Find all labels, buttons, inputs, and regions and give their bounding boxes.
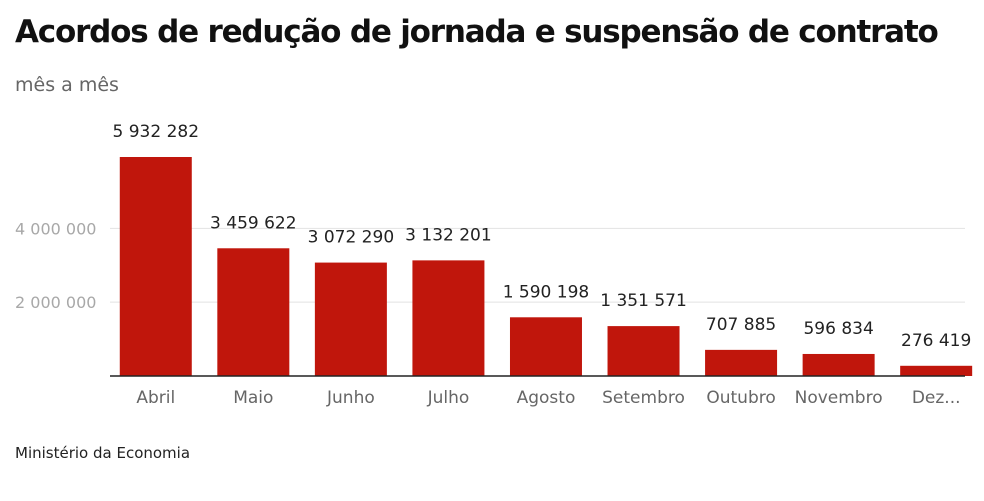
category-label: Junho [326, 388, 375, 408]
chart-source: Ministério da Economia [15, 444, 191, 462]
bar [607, 326, 680, 376]
category-label: Outubro [706, 388, 775, 408]
chart-title: Acordos de redução de jornada e suspensã… [15, 14, 939, 50]
value-label: 5 932 282 [113, 122, 200, 142]
value-label: 707 885 [706, 315, 776, 335]
bar [119, 157, 192, 376]
value-label: 3 072 290 [308, 228, 395, 248]
category-label: Abril [136, 388, 175, 408]
chart-subtitle: mês a mês [15, 74, 119, 96]
bar [900, 365, 973, 376]
category-label: Julho [427, 388, 470, 408]
y-tick-label: 2 000 000 [15, 293, 96, 312]
value-label: 276 419 [901, 331, 971, 351]
value-label: 3 459 622 [210, 213, 297, 233]
bar [802, 353, 875, 376]
category-label: Maio [233, 388, 273, 408]
value-label: 1 590 198 [503, 282, 590, 302]
value-label: 3 132 201 [405, 225, 492, 245]
category-label: Dez... [912, 388, 961, 408]
labels: 2 000 000 4 000 000 5 932 282 Abril 3 459 62… [15, 122, 971, 408]
category-label: Setembro [602, 388, 685, 408]
value-label: 1 351 571 [600, 291, 687, 311]
bar [509, 317, 582, 376]
category-label: Novembro [795, 388, 883, 408]
bars [119, 157, 973, 376]
value-label: 596 834 [803, 319, 873, 339]
category-label: Agosto [517, 388, 576, 408]
bar [412, 260, 485, 376]
bar [314, 262, 387, 376]
y-tick-label: 4 000 000 [15, 219, 96, 238]
bar [705, 349, 778, 376]
bar [217, 248, 290, 376]
